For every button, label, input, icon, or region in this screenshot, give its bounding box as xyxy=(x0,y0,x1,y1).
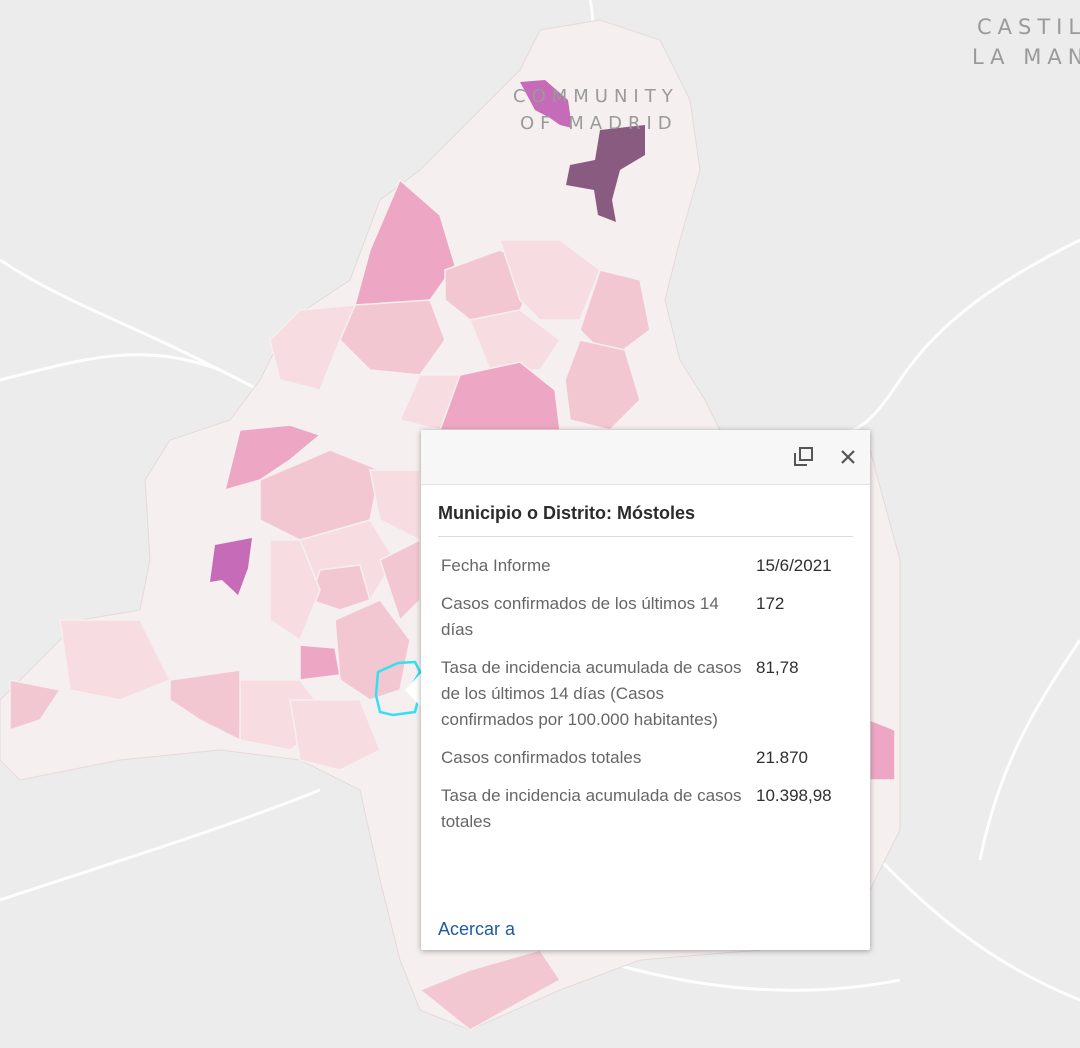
field-label: Tasa de incidencia acumulada de casos to… xyxy=(441,786,742,831)
table-row: Tasa de incidencia acumulada de casos to… xyxy=(438,777,853,841)
label-castilla: CASTIL xyxy=(977,15,1080,39)
label-community: COMMUNITY xyxy=(513,86,679,107)
field-value: 172 xyxy=(756,594,785,613)
municipality-polygons[interactable] xyxy=(9,178,896,1031)
popup-pointer xyxy=(405,672,422,708)
table-row: Casos confirmados de los últimos 14 días… xyxy=(438,585,853,649)
field-label: Casos confirmados totales xyxy=(441,748,642,767)
field-label: Tasa de incidencia acumulada de casos de… xyxy=(441,658,742,729)
popup-footer: Acercar a xyxy=(438,919,515,940)
dock-window-icon[interactable] xyxy=(791,444,817,470)
table-row: Tasa de incidencia acumulada de casos de… xyxy=(438,649,853,739)
table-row: Fecha Informe 15/6/2021 xyxy=(438,547,853,585)
field-label: Fecha Informe xyxy=(441,556,551,575)
table-row: Casos confirmados totales 21.870 xyxy=(438,739,853,777)
label-of-madrid: OF MADRID xyxy=(520,113,678,134)
field-value: 21.870 xyxy=(756,748,808,767)
popup-header xyxy=(421,430,870,485)
field-label: Casos confirmados de los últimos 14 días xyxy=(441,594,719,639)
close-icon[interactable] xyxy=(835,444,861,470)
popup-title: Municipio o Distrito: Móstoles xyxy=(438,503,853,537)
field-value: 15/6/2021 xyxy=(756,556,832,575)
label-la-mancha: LA MAN xyxy=(972,45,1080,69)
municipality-high-1[interactable] xyxy=(520,80,572,128)
info-popup: Municipio o Distrito: Móstoles Fecha Inf… xyxy=(421,430,870,950)
field-value: 10.398,98 xyxy=(756,786,832,805)
municipality-high-3[interactable] xyxy=(210,538,252,595)
zoom-to-link[interactable]: Acercar a xyxy=(438,919,516,939)
attribute-table: Fecha Informe 15/6/2021 Casos confirmado… xyxy=(438,547,853,841)
field-value: 81,78 xyxy=(756,658,799,677)
municipality-high-2[interactable] xyxy=(566,125,645,222)
